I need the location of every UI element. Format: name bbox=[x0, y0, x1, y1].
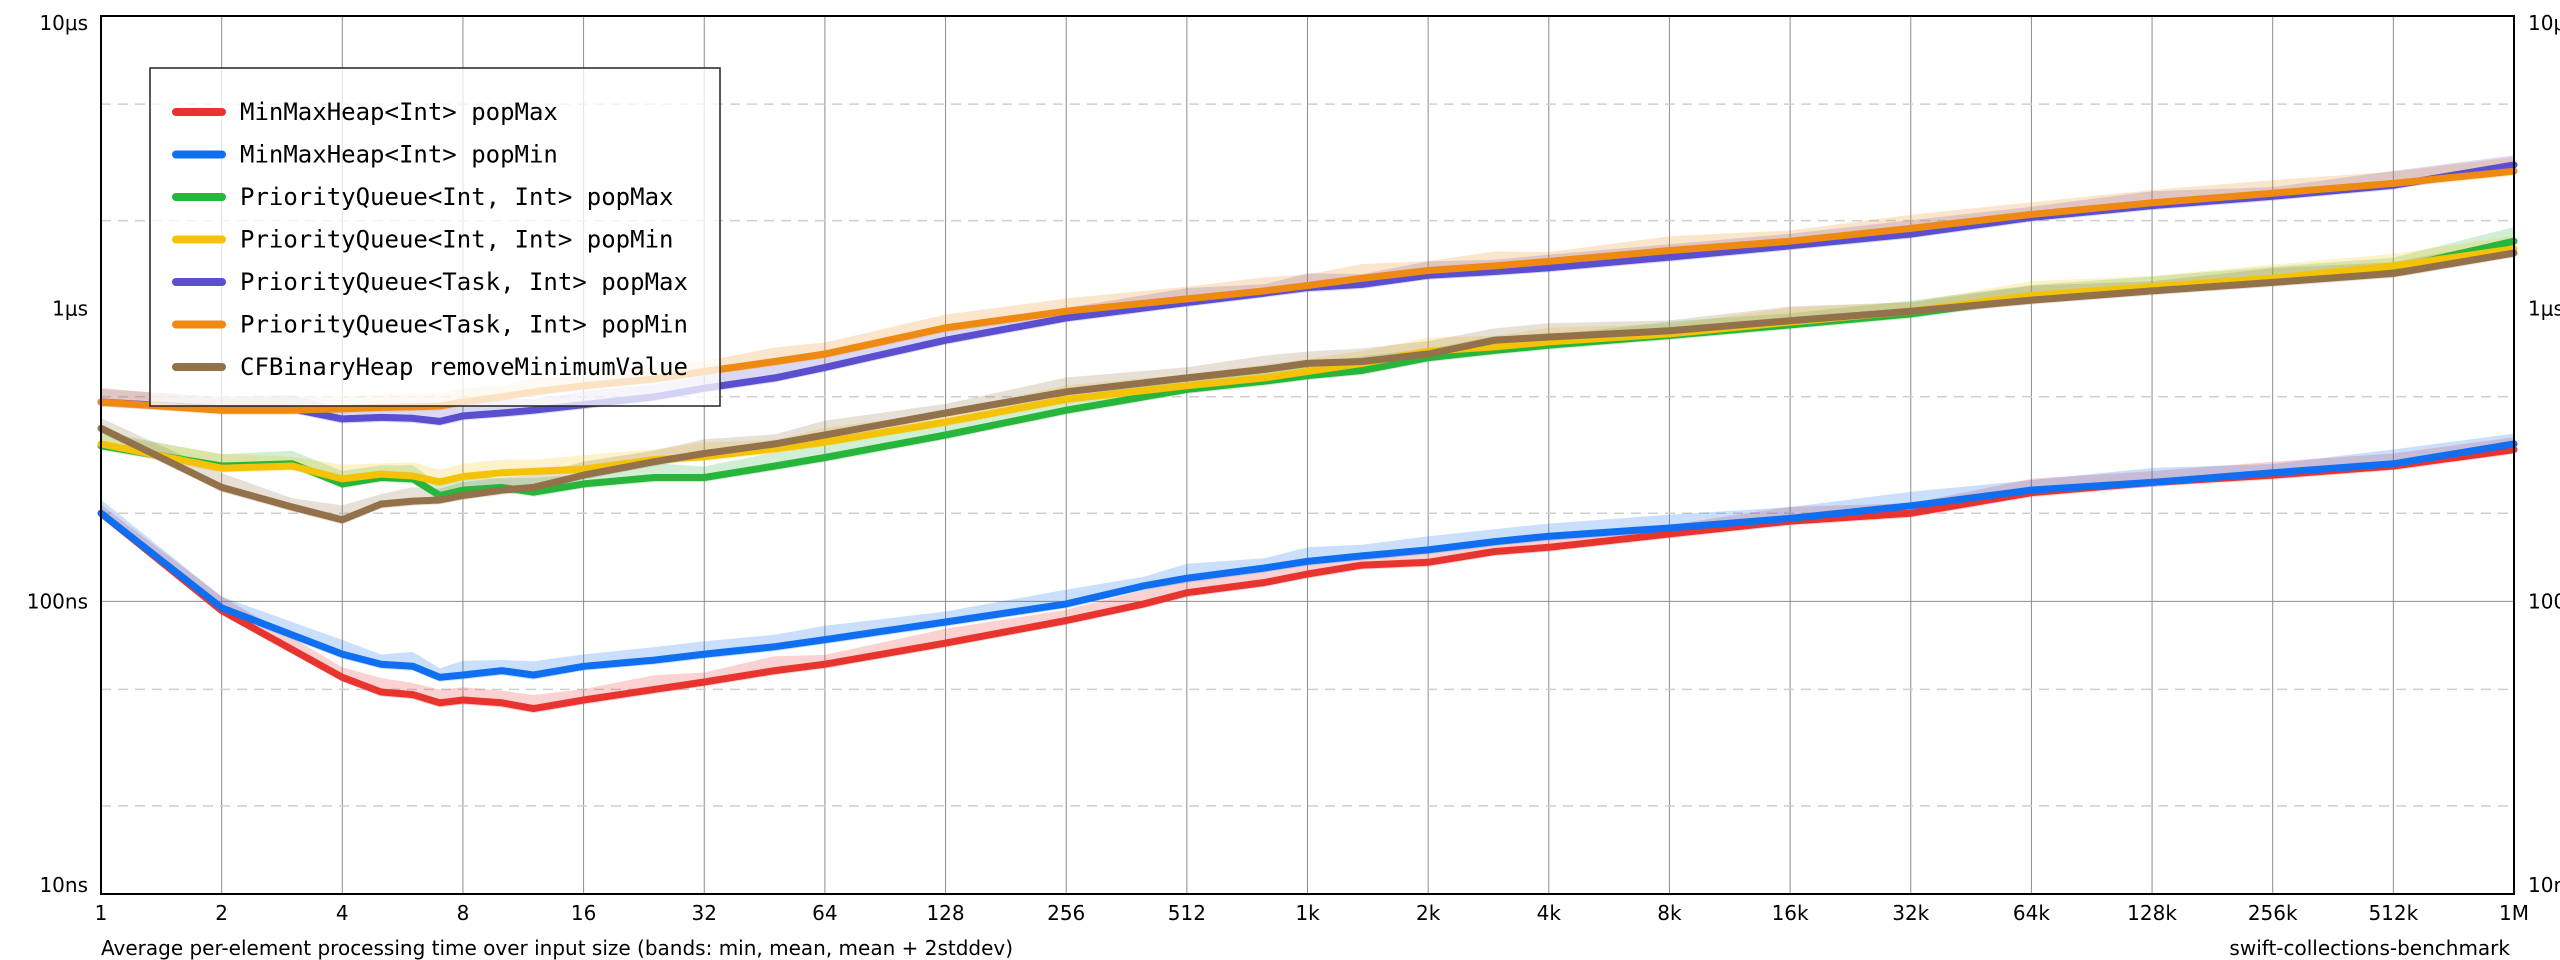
series-line bbox=[97, 440, 2518, 681]
x-tick-label: 64 bbox=[812, 901, 837, 925]
x-tick-label: 1M bbox=[2499, 901, 2529, 925]
x-tick-label: 2k bbox=[1416, 901, 1441, 925]
x-tick-label: 16k bbox=[1772, 901, 1809, 925]
legend-label: MinMaxHeap<Int> popMax bbox=[240, 98, 558, 126]
x-tick-label: 128 bbox=[926, 901, 964, 925]
legend-label: PriorityQueue<Task, Int> popMin bbox=[240, 311, 688, 339]
x-tick-label: 256 bbox=[1047, 901, 1085, 925]
series-line bbox=[97, 249, 2518, 524]
x-tick-label: 32k bbox=[1892, 901, 1929, 925]
y-tick-label-left: 100ns bbox=[27, 589, 88, 613]
y-tick-label-left: 10μs bbox=[39, 11, 88, 35]
legend-label: CFBinaryHeap removeMinimumValue bbox=[240, 353, 688, 381]
x-tick-label: 1 bbox=[95, 901, 108, 925]
series-band bbox=[101, 433, 2514, 682]
series-band bbox=[101, 227, 2514, 500]
x-tick-label: 4 bbox=[336, 901, 349, 925]
x-tick-label: 512 bbox=[1168, 901, 1206, 925]
x-tick-label: 1k bbox=[1295, 901, 1320, 925]
y-tick-label-right: 1μs bbox=[2528, 297, 2560, 321]
x-tick-label: 128k bbox=[2127, 901, 2177, 925]
x-tick-label: 2 bbox=[215, 901, 228, 925]
x-tick-label: 64k bbox=[2013, 901, 2050, 925]
y-tick-label-right: 10μs bbox=[2528, 11, 2560, 35]
axis-ticks: 1 2 4 8 16 32 64 128 256 512 1k 2k 4k 8k 16k 32k 64k 128k… bbox=[27, 11, 2560, 925]
legend-label: PriorityQueue<Task, Int> popMax bbox=[240, 268, 688, 296]
x-tick-label: 4k bbox=[1537, 901, 1562, 925]
legend-label: MinMaxHeap<Int> popMin bbox=[240, 141, 558, 169]
series-line bbox=[97, 161, 2518, 425]
x-tick-label: 16 bbox=[571, 901, 596, 925]
y-tick-label-right: 100ns bbox=[2528, 589, 2560, 613]
y-tick-label-left: 1μs bbox=[52, 297, 88, 321]
legend-label: PriorityQueue<Int, Int> popMin bbox=[240, 226, 673, 254]
legend-label: PriorityQueue<Int, Int> popMax bbox=[240, 183, 673, 211]
x-tick-label: 8k bbox=[1657, 901, 1682, 925]
series-lines bbox=[97, 161, 2518, 713]
footer-caption: Average per-element processing time over… bbox=[101, 936, 1013, 960]
footer-credit: swift-collections-benchmark bbox=[2229, 936, 2510, 960]
y-tick-label-right: 10ns bbox=[2528, 873, 2560, 897]
series-line bbox=[97, 446, 2518, 713]
y-tick-label-left: 10ns bbox=[39, 873, 88, 897]
plot-frame bbox=[100, 15, 2515, 895]
x-tick-label: 256k bbox=[2248, 901, 2298, 925]
x-tick-label: 32 bbox=[692, 901, 717, 925]
legend-box bbox=[149, 67, 721, 407]
legend: MinMaxHeap<Int> popMax MinMaxHeap<Int> po… bbox=[149, 67, 721, 407]
x-tick-label: 8 bbox=[457, 901, 470, 925]
x-tick-label: 512k bbox=[2368, 901, 2418, 925]
